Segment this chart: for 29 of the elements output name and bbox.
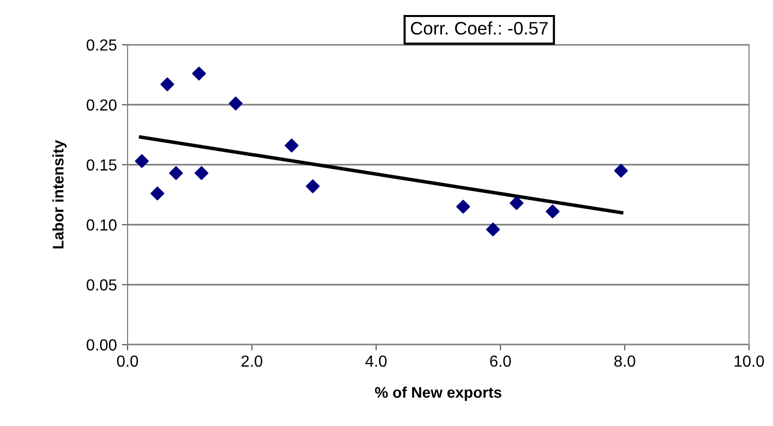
point — [284, 138, 299, 152]
point — [169, 166, 183, 180]
point — [192, 66, 206, 80]
y-tick-label: 0.10 — [86, 219, 117, 231]
x-tick-label: 8.0 — [614, 355, 636, 367]
point — [134, 154, 149, 168]
point — [150, 186, 164, 200]
x-tick-label: 4.0 — [365, 355, 387, 367]
y-tick-label: 0.00 — [86, 339, 117, 351]
text: Corr. Coef.: -0.57 — [410, 21, 548, 35]
x-axis-title: % of New exports — [375, 386, 502, 401]
x-tick-label: 6.0 — [490, 355, 511, 367]
point — [228, 96, 243, 110]
y-tick-label: 0.25 — [86, 39, 116, 51]
point — [546, 204, 560, 218]
point — [456, 200, 470, 214]
point — [486, 222, 500, 236]
x-tick-label: 0.0 — [117, 355, 138, 367]
y-axis-title: Labor intensity — [52, 140, 67, 248]
x-tick-label: 10.0 — [734, 355, 764, 367]
y-tick-label: 0.05 — [86, 279, 116, 291]
point — [194, 166, 208, 180]
point — [510, 196, 524, 210]
point — [614, 164, 628, 178]
y-tick-label: 0.20 — [86, 99, 117, 111]
point — [306, 179, 320, 194]
y-tick-label: 0.15 — [86, 159, 116, 171]
point — [160, 77, 174, 92]
x-tick-label: 2.0 — [242, 355, 262, 367]
